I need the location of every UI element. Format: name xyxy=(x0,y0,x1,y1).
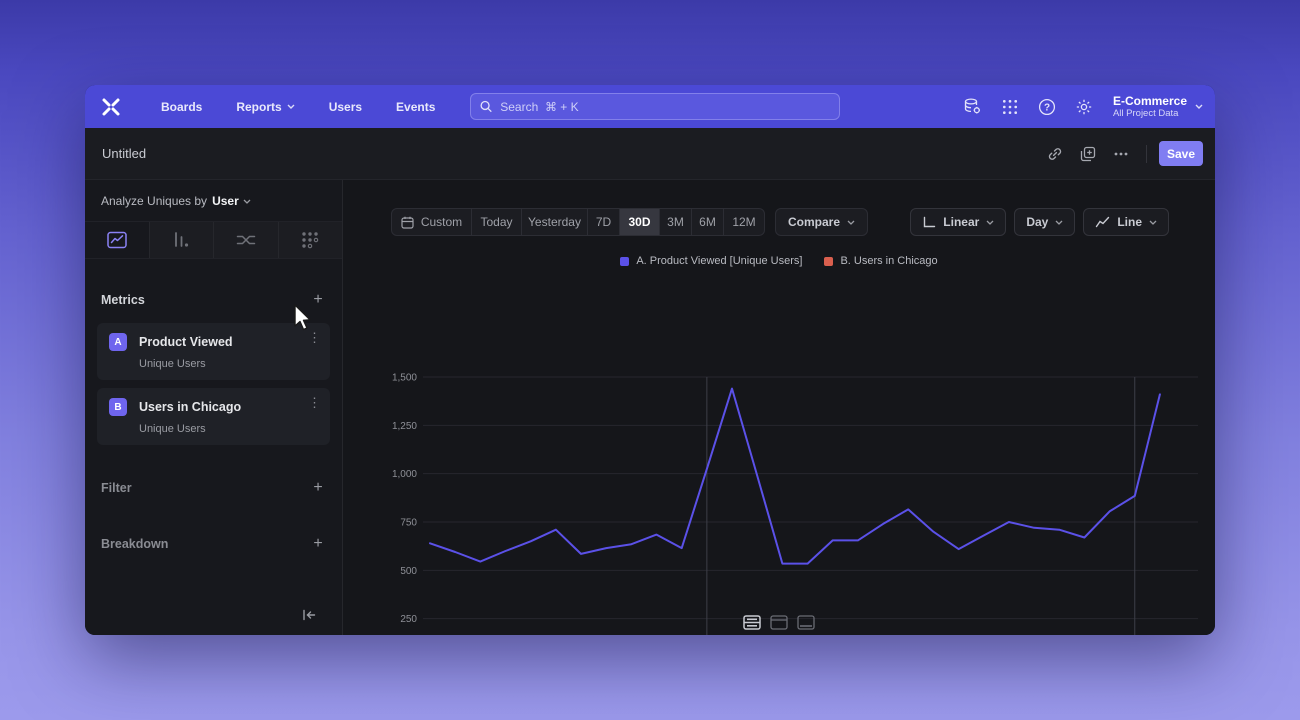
mixpanel-logo-icon[interactable] xyxy=(98,94,124,120)
line-chart-icon xyxy=(1096,216,1110,228)
app-window: Boards Reports Users Events xyxy=(85,85,1215,635)
settings-gear-icon[interactable] xyxy=(1070,93,1098,121)
interval-dropdown[interactable]: Day xyxy=(1014,208,1076,236)
svg-text:500: 500 xyxy=(400,566,417,577)
chevron-down-icon xyxy=(986,220,994,225)
report-title[interactable]: Untitled xyxy=(102,146,147,161)
layout-split-view-icon[interactable] xyxy=(743,615,761,630)
tab-insights[interactable] xyxy=(85,222,150,258)
svg-text:1,000: 1,000 xyxy=(392,469,417,480)
legend-item-b[interactable]: B. Users in Chicago xyxy=(824,255,938,267)
tab-flows[interactable] xyxy=(214,222,279,258)
report-header: Untitled xyxy=(85,128,1215,180)
svg-text:1,250: 1,250 xyxy=(392,421,417,432)
breakdown-label: Breakdown xyxy=(101,537,169,551)
chevron-down-icon xyxy=(847,220,855,225)
metric-menu-icon[interactable]: ⋮ xyxy=(308,395,321,410)
nav-users[interactable]: Users xyxy=(328,99,363,114)
project-switcher[interactable]: E-Commerce All Project Data xyxy=(1112,93,1203,119)
legend-label: A. Product Viewed [Unique Users] xyxy=(636,255,803,267)
more-options-icon[interactable] xyxy=(1108,141,1134,167)
metrics-label: Metrics xyxy=(101,293,145,307)
metric-letter-badge: B xyxy=(109,398,127,416)
range-today[interactable]: Today xyxy=(472,209,522,235)
apps-grid-icon[interactable] xyxy=(996,93,1024,121)
search-input[interactable] xyxy=(500,99,830,114)
legend-label: B. Users in Chicago xyxy=(840,255,938,267)
legend-swatch xyxy=(620,256,630,266)
layout-table-bottom-icon[interactable] xyxy=(797,615,815,630)
chevron-down-icon xyxy=(1195,104,1203,109)
nav-events[interactable]: Events xyxy=(396,99,436,114)
search-bar[interactable] xyxy=(470,93,840,120)
add-metric-button[interactable]: + xyxy=(313,291,323,308)
chart-legend: A. Product Viewed [Unique Users] B. User… xyxy=(343,255,1215,267)
range-3m[interactable]: 3M xyxy=(660,209,692,235)
legend-item-a[interactable]: A. Product Viewed [Unique Users] xyxy=(620,255,802,267)
range-12m[interactable]: 12M xyxy=(732,215,756,229)
tab-bar-chart[interactable] xyxy=(149,222,214,258)
visualization-tabs xyxy=(85,221,342,259)
axis-icon xyxy=(924,216,936,227)
analyze-by-control[interactable]: Analyze Uniques by User xyxy=(85,186,342,216)
collapse-sidebar-icon[interactable] xyxy=(302,609,316,621)
range-7d[interactable]: 7D xyxy=(588,209,620,235)
help-icon[interactable]: ? xyxy=(1033,93,1061,121)
save-button[interactable]: Save xyxy=(1159,141,1203,166)
calendar-icon xyxy=(401,216,414,229)
analyze-by-label: Analyze Uniques by xyxy=(101,194,208,208)
metric-subtitle[interactable]: Unique Users xyxy=(139,423,206,435)
add-filter-button[interactable]: + xyxy=(313,479,323,496)
metric-name: Product Viewed xyxy=(139,335,233,349)
chevron-down-icon xyxy=(243,199,251,204)
divider xyxy=(1146,144,1147,163)
project-subtitle: All Project Data xyxy=(1112,107,1179,119)
svg-text:?: ? xyxy=(1044,102,1050,113)
date-range-selector: Custom Today Yesterday 7D 30D 3M 6M 12M xyxy=(391,208,765,236)
layout-toggle-group xyxy=(343,610,1215,635)
add-breakdown-button[interactable]: + xyxy=(313,535,323,552)
metrics-section-header: Metrics + xyxy=(85,285,342,315)
project-name: E-Commerce xyxy=(1112,93,1187,108)
data-management-icon[interactable] xyxy=(959,93,987,121)
chevron-down-icon xyxy=(1055,220,1063,225)
legend-swatch xyxy=(824,256,834,266)
breakdown-section-header: Breakdown + xyxy=(85,529,342,559)
range-yesterday[interactable]: Yesterday xyxy=(522,209,588,235)
metric-card-b[interactable]: B Users in Chicago Unique Users ⋮ xyxy=(97,388,330,445)
scale-dropdown[interactable]: Linear xyxy=(910,208,1007,236)
svg-text:250: 250 xyxy=(400,614,417,625)
nav-reports[interactable]: Reports xyxy=(219,85,311,128)
query-builder-sidebar: Analyze Uniques by User xyxy=(85,180,343,635)
duplicate-icon[interactable] xyxy=(1075,141,1101,167)
nav-boards[interactable]: Boards xyxy=(161,99,203,114)
chevron-down-icon xyxy=(1149,220,1157,225)
metric-card-a[interactable]: A Product Viewed Unique Users ⋮ xyxy=(97,323,330,380)
metric-subtitle[interactable]: Unique Users xyxy=(139,358,206,370)
range-custom[interactable]: Custom xyxy=(392,209,472,235)
search-icon xyxy=(480,100,492,113)
copy-link-icon[interactable] xyxy=(1042,141,1068,167)
range-6m[interactable]: 6M xyxy=(692,209,724,235)
metric-letter-badge: A xyxy=(109,333,127,351)
filter-section-header: Filter + xyxy=(85,473,342,503)
top-navbar: Boards Reports Users Events xyxy=(85,85,1215,128)
tab-retention[interactable] xyxy=(278,222,342,258)
layout-chart-top-icon[interactable] xyxy=(770,615,788,630)
compare-button[interactable]: Compare xyxy=(775,208,869,236)
filter-label: Filter xyxy=(101,481,132,495)
range-30d[interactable]: 30D xyxy=(620,209,660,235)
metric-name: Users in Chicago xyxy=(139,400,242,414)
chart-panel: Custom Today Yesterday 7D 30D 3M 6M 12M … xyxy=(343,180,1215,635)
svg-text:750: 750 xyxy=(400,518,417,529)
metric-menu-icon[interactable]: ⋮ xyxy=(308,330,321,345)
chevron-down-icon xyxy=(287,104,295,109)
analyze-by-value: User xyxy=(212,194,239,208)
svg-text:1,500: 1,500 xyxy=(392,373,417,384)
chart-type-dropdown[interactable]: Line xyxy=(1083,208,1169,236)
